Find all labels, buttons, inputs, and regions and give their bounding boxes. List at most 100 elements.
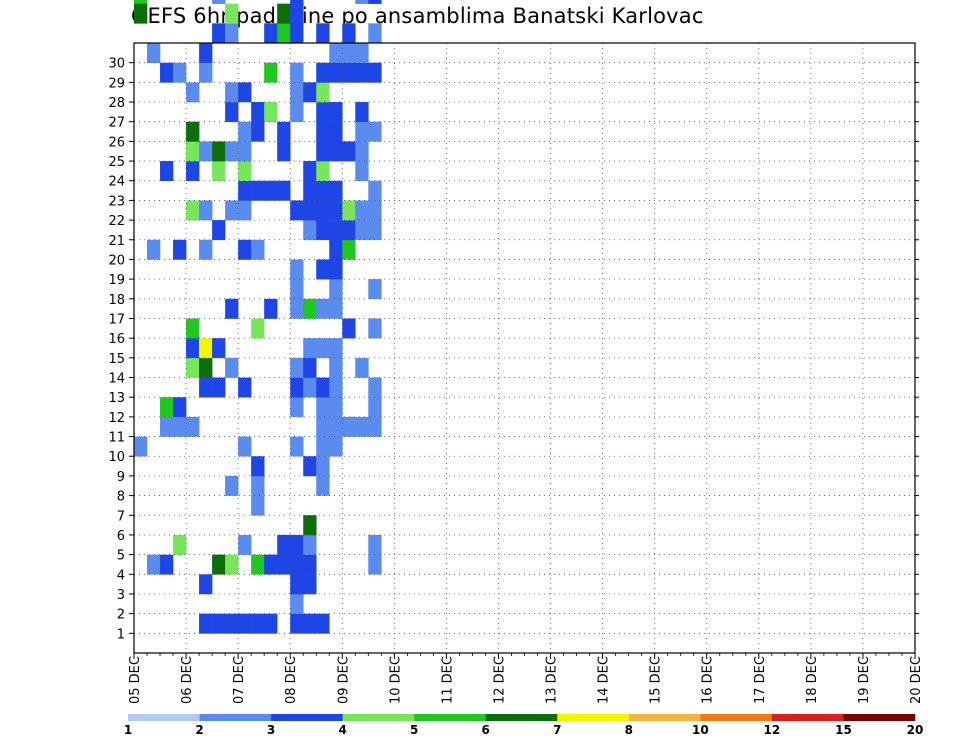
precip-cell — [329, 357, 343, 378]
precip-cell — [186, 161, 200, 182]
precip-cell — [225, 3, 239, 24]
colorbar-segment — [128, 714, 200, 721]
precip-cell — [238, 436, 252, 457]
precip-cell — [238, 200, 252, 221]
y-tick-label: 19 — [108, 273, 125, 288]
x-tick-label: 17 DEC — [753, 656, 768, 704]
y-tick-label: 24 — [108, 175, 125, 190]
precip-cell — [290, 23, 304, 44]
precip-cell — [303, 338, 317, 359]
precip-cell — [212, 554, 226, 575]
precip-cell — [355, 62, 369, 83]
colorbar-segment — [771, 714, 844, 721]
precip-cell — [355, 121, 369, 142]
precip-cell — [290, 554, 304, 575]
precip-cell — [342, 23, 356, 44]
precip-cell — [238, 82, 252, 103]
precip-cell — [316, 161, 330, 182]
precip-cell — [251, 239, 265, 260]
precip-cell — [290, 0, 304, 4]
precip-cell — [368, 62, 382, 83]
colorbar-segment — [628, 714, 701, 721]
precip-cell — [212, 338, 226, 359]
precip-cell — [186, 141, 200, 162]
precip-cell — [238, 239, 252, 260]
precip-cell — [355, 141, 369, 162]
precip-cell — [277, 3, 291, 24]
precip-cell — [290, 397, 304, 418]
colorbar-segment — [557, 714, 630, 721]
precip-cell — [316, 23, 330, 44]
x-tick-label: 14 DEC — [597, 656, 612, 704]
precip-cell — [251, 180, 265, 201]
precip-cell — [342, 43, 356, 63]
precip-cell — [212, 0, 226, 4]
precip-cell — [238, 534, 252, 555]
precip-cell — [238, 613, 252, 634]
precip-cell — [173, 62, 187, 83]
precip-cell — [368, 23, 382, 44]
precip-cell — [264, 62, 278, 83]
precip-cell — [342, 416, 356, 437]
x-tick-label: 07 DEC — [232, 656, 247, 704]
precip-cell — [329, 436, 343, 457]
precip-cell — [160, 554, 174, 575]
y-tick-label: 16 — [108, 332, 125, 347]
precip-cell — [316, 416, 330, 437]
precip-cell — [368, 220, 382, 241]
colorbar-label: 20 — [907, 723, 924, 737]
precip-cell — [303, 515, 317, 536]
precip-cell — [225, 475, 239, 496]
precip-cell — [329, 397, 343, 418]
precip-cell — [316, 200, 330, 221]
precip-cell — [264, 23, 278, 44]
precip-cell — [303, 161, 317, 182]
precip-cell — [355, 102, 369, 123]
x-tick-label: 11 DEC — [440, 656, 455, 704]
precip-cell — [329, 62, 343, 83]
precip-cell — [290, 62, 304, 83]
colorbar-label: 3 — [267, 723, 275, 737]
precip-cell — [303, 200, 317, 221]
colorbar-segment — [700, 714, 773, 721]
precip-cell — [186, 416, 200, 437]
precip-cell — [368, 397, 382, 418]
precip-cell — [199, 377, 213, 398]
precip-cell — [225, 23, 239, 44]
precip-cell — [368, 121, 382, 142]
precip-cell — [251, 102, 265, 123]
precip-cell — [212, 613, 226, 634]
precip-cell — [316, 180, 330, 201]
precip-cell — [303, 180, 317, 201]
x-tick-label: 16 DEC — [701, 656, 716, 704]
precip-cell — [134, 3, 148, 24]
precip-cell — [329, 141, 343, 162]
precip-cell — [199, 200, 213, 221]
x-tick-label: 09 DEC — [336, 656, 351, 704]
precip-cell — [212, 161, 226, 182]
precip-cell — [173, 397, 187, 418]
precip-cell — [225, 102, 239, 123]
precip-cell — [368, 279, 382, 300]
precip-cell — [290, 3, 304, 24]
y-tick-label: 29 — [108, 76, 125, 91]
precip-cell — [186, 200, 200, 221]
precip-cell — [290, 279, 304, 300]
precip-cell — [316, 377, 330, 398]
precip-cell — [368, 0, 382, 4]
precip-cell — [303, 377, 317, 398]
precip-cell — [368, 200, 382, 221]
precip-cell — [225, 141, 239, 162]
precip-cell — [355, 357, 369, 378]
precip-cell — [316, 141, 330, 162]
colorbar-label: 6 — [482, 723, 490, 737]
y-tick-label: 7 — [117, 509, 125, 524]
precip-cell — [316, 259, 330, 280]
precip-cell — [290, 82, 304, 103]
precip-cell — [342, 318, 356, 339]
precip-cell — [329, 43, 343, 63]
precip-cell — [329, 259, 343, 280]
precip-cell — [264, 298, 278, 319]
precip-cell — [238, 161, 252, 182]
